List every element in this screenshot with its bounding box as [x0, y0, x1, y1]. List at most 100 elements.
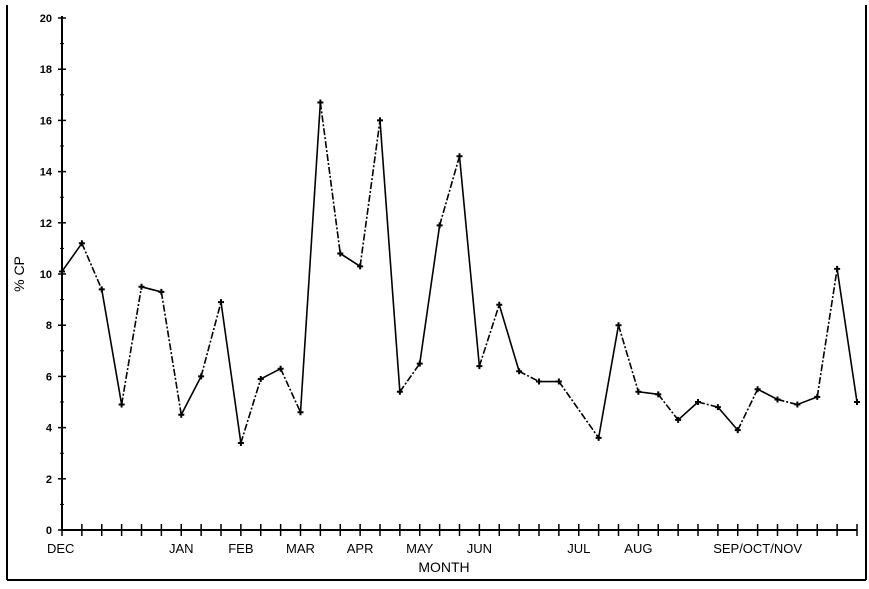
data-point [496, 301, 503, 308]
y-tick-label: 4 [46, 423, 53, 435]
series-line-segment [319, 102, 342, 254]
y-tick-label: 0 [46, 525, 52, 537]
data-point [337, 250, 344, 257]
series-line-segment [597, 325, 620, 438]
series-line-segment [757, 388, 778, 401]
x-axis-ticks: DEC JAN FEB MAR APR MAY JUN JUL AUG SEP/OCT/NOV [47, 524, 858, 556]
data-point [178, 411, 185, 418]
y-tick-label: 20 [40, 13, 52, 25]
data-point [416, 360, 423, 367]
y-tick-label: 12 [40, 218, 52, 230]
data-point [536, 378, 542, 385]
axes [61, 16, 857, 531]
data-point [754, 386, 761, 393]
data-point [118, 401, 125, 408]
data-point [59, 268, 65, 275]
series-line-segment [518, 370, 540, 383]
data-point [436, 222, 443, 229]
data-point [237, 439, 244, 446]
data-point [396, 388, 403, 395]
data-point [78, 240, 85, 247]
y-tick-label: 16 [40, 115, 52, 127]
series-line-segment [498, 304, 520, 372]
y-axis-title: % CP [11, 256, 27, 292]
series-line-segment [61, 242, 83, 272]
data-point [138, 283, 145, 290]
data-point [834, 265, 841, 272]
x-month-label: FEB [228, 541, 253, 556]
series-line-segment [81, 242, 103, 290]
x-axis-title: MONTH [418, 559, 469, 575]
series-line-segment [777, 398, 798, 406]
series-line-segment [100, 289, 123, 405]
series-line-segment [299, 102, 322, 413]
data-point [317, 99, 324, 106]
data-point [814, 393, 821, 400]
series-line-segment [697, 401, 719, 408]
data-point [675, 416, 682, 423]
series-line-segment [478, 304, 501, 367]
series-line-segment [240, 378, 262, 444]
data-point [357, 263, 364, 270]
series-group [59, 99, 860, 446]
series-line-segment [359, 120, 381, 267]
x-month-label: AUG [624, 541, 652, 556]
data-point [695, 399, 701, 405]
y-tick-label: 6 [46, 371, 52, 383]
series-line-segment [260, 368, 281, 380]
y-tick-label: 14 [40, 167, 53, 179]
y-tick-label: 10 [40, 269, 52, 281]
data-point [277, 365, 284, 372]
data-point [218, 299, 224, 306]
x-month-label: APR [347, 541, 374, 556]
data-point [377, 117, 383, 124]
data-point [714, 404, 721, 411]
data-point [555, 378, 562, 385]
data-point [98, 286, 105, 293]
series-line-segment [816, 268, 838, 398]
data-point [774, 396, 781, 403]
series-line-segment [458, 156, 481, 367]
series-line-segment [220, 302, 242, 444]
x-month-label: JUN [467, 541, 492, 556]
x-month-label: DEC [47, 541, 74, 556]
y-tick-label: 2 [46, 474, 52, 486]
series-line-segment [737, 388, 759, 431]
y-tick-label: 18 [40, 64, 52, 76]
series-line-segment [279, 368, 302, 413]
y-axis-ticks: 0 2 4 6 8 10 12 14 16 18 20 [40, 13, 66, 537]
series-line-segment [399, 363, 421, 393]
data-point [595, 434, 602, 441]
series-line-segment [120, 286, 143, 405]
series-line-segment [418, 225, 441, 364]
series-line-segment [558, 381, 600, 439]
series-line-segment [657, 393, 679, 421]
series-line-segment [677, 401, 699, 421]
data-point [854, 399, 860, 405]
y-tick-label: 8 [46, 320, 52, 332]
data-point [655, 391, 662, 398]
series-line-segment [379, 120, 401, 392]
series-line-segment [717, 406, 739, 431]
data-point [635, 388, 642, 395]
data-point [257, 375, 264, 382]
series-line-segment [638, 390, 659, 396]
series-line-segment [797, 396, 818, 406]
x-month-label: MAY [406, 541, 434, 556]
data-point [615, 322, 622, 329]
x-month-label: SEP/OCT/NOV [713, 541, 802, 556]
series-line-segment [617, 324, 640, 392]
data-point [158, 288, 165, 295]
x-month-label: MAR [286, 541, 315, 556]
data-point [476, 363, 483, 370]
series-line-segment [180, 376, 202, 416]
series-line-segment [836, 268, 858, 403]
series-line-segment [438, 156, 461, 226]
data-point [456, 153, 463, 160]
data-point [734, 427, 741, 434]
data-point [198, 373, 205, 380]
data-point [794, 401, 801, 408]
x-month-label: JAN [169, 541, 194, 556]
series-line-segment [339, 252, 361, 267]
